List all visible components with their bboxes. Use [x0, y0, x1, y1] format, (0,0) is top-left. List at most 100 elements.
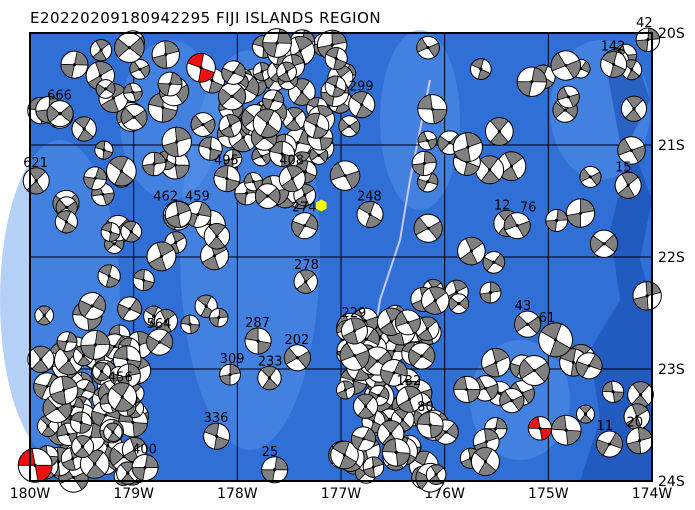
- beachball-center-dot: [583, 412, 588, 416]
- beachball-background: [303, 112, 330, 139]
- event-label: 309: [220, 352, 245, 367]
- beachball-center-dot: [266, 194, 270, 198]
- beachball-center-dot: [457, 302, 461, 306]
- compressional-quadrant: [647, 27, 660, 41]
- beachball-background: [198, 136, 223, 161]
- compressional-quadrant: [413, 216, 429, 236]
- compressional-quadrant: [261, 469, 276, 484]
- compressional-quadrant: [146, 335, 161, 353]
- compressional-quadrant: [350, 91, 368, 106]
- beachball-background: [620, 95, 647, 122]
- beachball-background: [362, 456, 385, 478]
- beachball: [514, 310, 542, 338]
- compressional-quadrant: [304, 213, 319, 231]
- beachball-center-dot: [142, 278, 146, 282]
- beachball-center-dot: [199, 66, 203, 70]
- compressional-quadrant: [129, 298, 143, 315]
- beachball: [164, 200, 192, 228]
- compressional-quadrant: [527, 416, 541, 429]
- beachball-center-dot: [201, 122, 205, 127]
- beachball-center-dot: [525, 322, 530, 326]
- beachball-center-dot: [612, 62, 616, 66]
- beachball-background: [470, 447, 500, 477]
- compressional-quadrant: [83, 380, 96, 394]
- beachball-center-dot: [333, 84, 338, 89]
- beachball-center-dot: [465, 387, 469, 392]
- beachball-center-dot: [645, 294, 649, 298]
- beachball-center-dot: [389, 320, 393, 324]
- compressional-quadrant: [37, 305, 51, 317]
- compressional-quadrant: [59, 104, 74, 123]
- beachball-background: [556, 85, 580, 109]
- map-title: E20220209180942295 FIJI ISLANDS REGION: [30, 9, 382, 27]
- compressional-quadrant: [348, 119, 361, 135]
- compressional-quadrant: [209, 148, 223, 161]
- beachball-background: [69, 411, 93, 434]
- compressional-quadrant: [429, 424, 444, 439]
- epicenter-hexagon-icon: [316, 199, 327, 212]
- beachball-center-dot: [330, 43, 334, 47]
- compressional-quadrant: [602, 380, 614, 393]
- compressional-quadrant: [231, 136, 251, 153]
- event-label: 666: [47, 89, 72, 104]
- beachball: [340, 317, 368, 345]
- beachball: [348, 91, 376, 119]
- compressional-quadrant: [190, 114, 204, 131]
- beachball-center-dot: [62, 388, 66, 392]
- beachball-center-dot: [564, 428, 568, 432]
- beachball-center-dot: [334, 56, 338, 61]
- beachball-center-dot: [469, 249, 474, 253]
- beachball-background: [575, 352, 603, 380]
- beachball-background: [120, 220, 143, 243]
- beachball-center-dot: [157, 340, 162, 344]
- compressional-quadrant: [272, 90, 284, 104]
- compressional-quadrant: [339, 454, 357, 470]
- lat-tick-label: 20S: [658, 26, 685, 42]
- beachball-background: [95, 79, 116, 99]
- beachball-center-dot: [538, 426, 542, 430]
- beachball-center-dot: [251, 180, 256, 184]
- compressional-quadrant: [477, 68, 491, 80]
- beachball-background: [161, 126, 192, 158]
- beachball-center-dot: [425, 327, 429, 331]
- compressional-quadrant: [489, 130, 509, 146]
- beachball-center-dot: [555, 218, 559, 223]
- compressional-quadrant: [56, 340, 68, 352]
- beachball-center-dot: [422, 161, 426, 166]
- compressional-quadrant: [153, 151, 167, 165]
- beachball-background: [457, 236, 486, 266]
- beachball-center-dot: [161, 105, 165, 110]
- beachball-background: [417, 130, 438, 151]
- event-label: 233: [258, 354, 283, 369]
- compressional-quadrant: [312, 125, 329, 139]
- compressional-quadrant: [75, 435, 91, 448]
- beachball-center-dot: [210, 78, 214, 83]
- compressional-quadrant: [448, 297, 460, 311]
- beachball-background: [421, 286, 450, 315]
- event-label: 80: [417, 400, 434, 415]
- compressional-quadrant: [565, 429, 582, 446]
- beachball-center-dot: [280, 152, 284, 156]
- beachball-center-dot: [231, 71, 236, 75]
- compressional-quadrant: [229, 363, 241, 376]
- compressional-quadrant: [526, 316, 541, 334]
- beachball-center-dot: [102, 148, 106, 152]
- event-label: 336: [204, 411, 229, 426]
- beachball-center-dot: [303, 224, 307, 228]
- beachball-center-dot: [67, 358, 71, 362]
- beachball-center-dot: [119, 169, 123, 173]
- beachball-center-dot: [65, 205, 69, 209]
- beachball-background: [413, 213, 443, 243]
- compressional-quadrant: [161, 107, 178, 123]
- beachball-background: [479, 281, 502, 304]
- beachball-center-dot: [90, 304, 94, 308]
- beachball-center-dot: [364, 404, 368, 408]
- compressional-quadrant: [28, 167, 46, 182]
- compressional-quadrant: [180, 314, 191, 325]
- beachball-center-dot: [33, 463, 37, 467]
- compressional-quadrant: [78, 299, 93, 318]
- event-label: 43: [515, 299, 532, 314]
- beachball-center-dot: [497, 391, 502, 395]
- beachball-center-dot: [375, 359, 380, 363]
- compressional-quadrant: [482, 362, 500, 378]
